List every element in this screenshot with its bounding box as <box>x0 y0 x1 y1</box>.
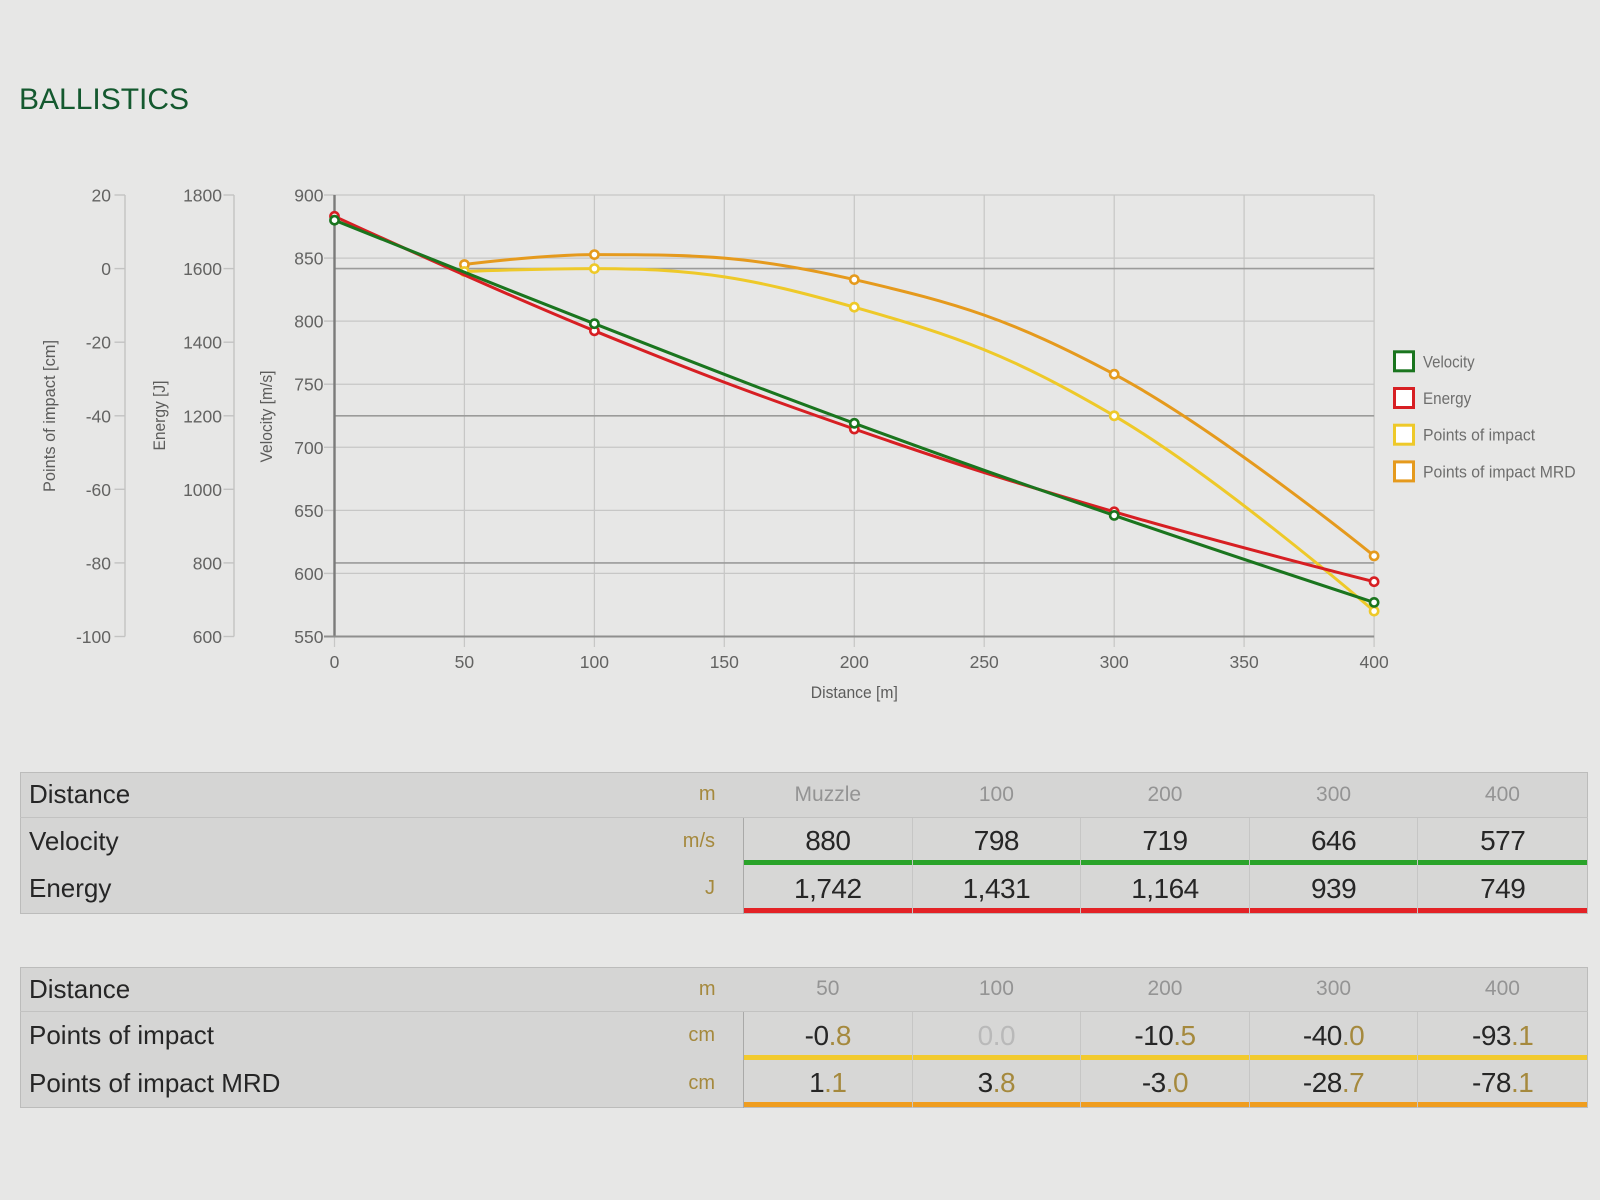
svg-text:20: 20 <box>92 186 112 206</box>
svg-text:850: 850 <box>294 249 323 269</box>
svg-text:750: 750 <box>294 375 323 395</box>
svg-text:-60: -60 <box>86 480 112 500</box>
svg-text:300: 300 <box>1100 652 1129 672</box>
svg-text:550: 550 <box>294 627 323 647</box>
svg-text:Energy: Energy <box>1423 389 1472 408</box>
svg-text:-40: -40 <box>86 406 112 426</box>
svg-text:600: 600 <box>193 627 222 647</box>
svg-text:900: 900 <box>294 186 323 206</box>
svg-text:350: 350 <box>1229 652 1258 672</box>
svg-text:600: 600 <box>294 564 323 584</box>
svg-text:Velocity [m/s]: Velocity [m/s] <box>258 371 276 463</box>
svg-text:1400: 1400 <box>183 333 222 353</box>
svg-text:700: 700 <box>294 438 323 458</box>
svg-text:Energy [J]: Energy [J] <box>151 381 169 451</box>
svg-text:150: 150 <box>710 652 739 672</box>
svg-text:Distance [m]: Distance [m] <box>811 684 898 702</box>
svg-text:Points of impact: Points of impact <box>1423 426 1535 445</box>
svg-text:-80: -80 <box>86 553 112 573</box>
svg-text:250: 250 <box>970 652 999 672</box>
svg-text:1800: 1800 <box>183 186 222 206</box>
svg-text:650: 650 <box>294 501 323 521</box>
svg-text:100: 100 <box>580 652 609 672</box>
svg-text:-20: -20 <box>86 333 112 353</box>
svg-text:Points of impact MRD: Points of impact MRD <box>1423 462 1576 481</box>
svg-text:1000: 1000 <box>183 480 222 500</box>
svg-text:-100: -100 <box>76 627 111 647</box>
svg-text:Points of impact [cm]: Points of impact [cm] <box>41 340 59 492</box>
svg-text:400: 400 <box>1359 652 1388 672</box>
svg-text:1600: 1600 <box>183 259 222 279</box>
svg-text:Velocity: Velocity <box>1423 352 1475 371</box>
svg-text:800: 800 <box>193 553 222 573</box>
svg-text:200: 200 <box>840 652 869 672</box>
svg-text:0: 0 <box>330 652 340 672</box>
svg-text:1200: 1200 <box>183 406 222 426</box>
svg-text:800: 800 <box>294 312 323 332</box>
svg-text:0: 0 <box>101 259 111 279</box>
svg-text:50: 50 <box>455 652 475 672</box>
